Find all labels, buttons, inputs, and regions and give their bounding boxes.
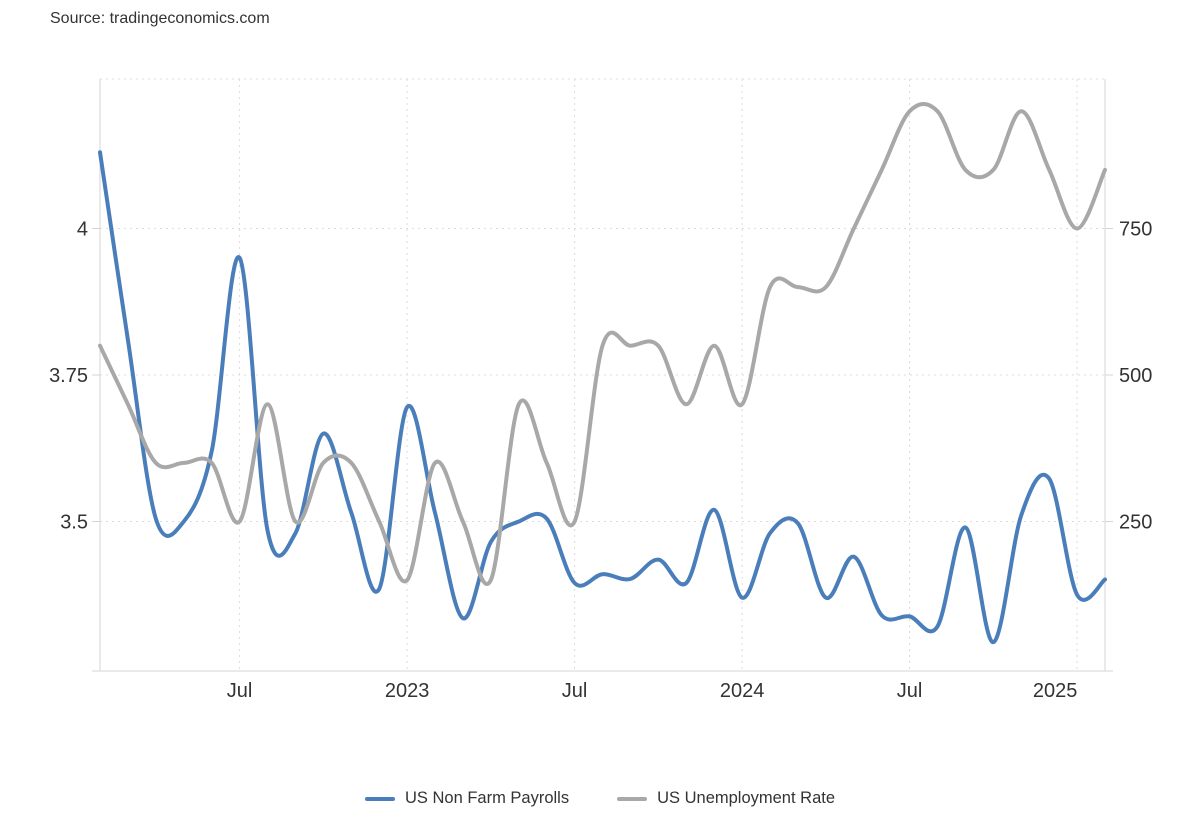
x-axis-label: 2025	[1033, 680, 1078, 702]
left-axis-label: 3.5	[60, 512, 88, 534]
legend-item-unemployment-rate[interactable]: US Unemployment Rate	[617, 789, 835, 808]
left-axis-label: 4	[77, 219, 88, 241]
x-axis-label: Jul	[562, 680, 588, 702]
x-axis-label: Jul	[227, 680, 253, 702]
right-axis-label: 500	[1119, 365, 1152, 387]
right-axis-label: 750	[1119, 219, 1152, 241]
legend-label-unemployment: US Unemployment Rate	[657, 789, 836, 807]
series-line-non-farm-payrolls	[98, 150, 1107, 645]
source-credit: Source: tradingeconomics.com	[50, 10, 270, 27]
x-axis-label: Jul	[897, 680, 923, 702]
payrolls-unemployment-chart: 3.5 3.75 4 250 500 750 Jul 2023 Jul 2024 Jul 2025	[49, 78, 1152, 702]
x-axis-label: 2023	[385, 680, 430, 702]
legend-item-non-farm-payrolls[interactable]: US Non Farm Payrolls	[364, 789, 570, 808]
legend-label-payrolls: US Non Farm Payrolls	[404, 789, 570, 807]
series-line-unemployment-rate	[98, 101, 1107, 586]
right-axis-label: 250	[1119, 512, 1152, 534]
left-axis-label: 3.75	[49, 365, 88, 387]
payrolls-line-swatch-icon	[364, 796, 395, 801]
x-axis-label: 2024	[720, 680, 765, 702]
chart-legend: US Non Farm Payrolls US Unemployment Rat…	[0, 789, 1200, 808]
unemployment-line-swatch-icon	[617, 796, 648, 801]
